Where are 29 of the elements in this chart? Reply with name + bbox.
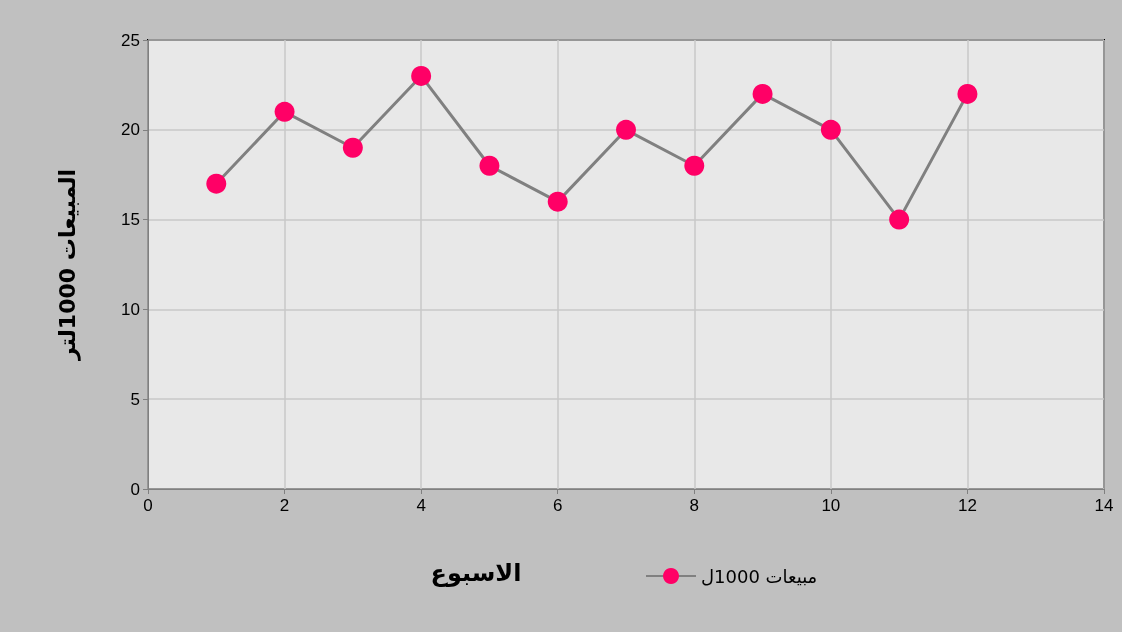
x-tick-label: 12 [957, 496, 977, 515]
x-tick-label: 8 [689, 496, 700, 515]
y-tick-label: 10 [121, 299, 140, 319]
x-tick-label: 6 [552, 496, 563, 515]
point [274, 101, 295, 122]
point [820, 119, 841, 140]
point [206, 173, 227, 194]
x-axis-title: الاسبوع [430, 559, 522, 587]
x-tick-label: 4 [416, 496, 426, 515]
y-tick-label: 15 [121, 210, 140, 230]
x-tick-label: 2 [279, 496, 290, 515]
y-tick-label: 0 [130, 479, 140, 499]
y-tick-label: 20 [121, 120, 140, 140]
point [957, 83, 978, 104]
x-tick-label: 0 [143, 496, 153, 515]
y-tick-label: 5 [130, 389, 140, 409]
point [684, 155, 705, 176]
point [342, 137, 363, 158]
point [616, 119, 636, 140]
point [547, 191, 568, 212]
x-tick-label: 14 [1094, 496, 1114, 515]
point [889, 209, 910, 230]
point [752, 83, 773, 104]
y-tick-label: 25 [121, 30, 140, 50]
legend-label: مبيعات 1000ل [701, 565, 818, 587]
y-axis-title: المبيعات 1000لتر [54, 168, 81, 362]
point [479, 155, 500, 176]
x-tick-label: 10 [821, 496, 841, 515]
point [411, 65, 432, 86]
